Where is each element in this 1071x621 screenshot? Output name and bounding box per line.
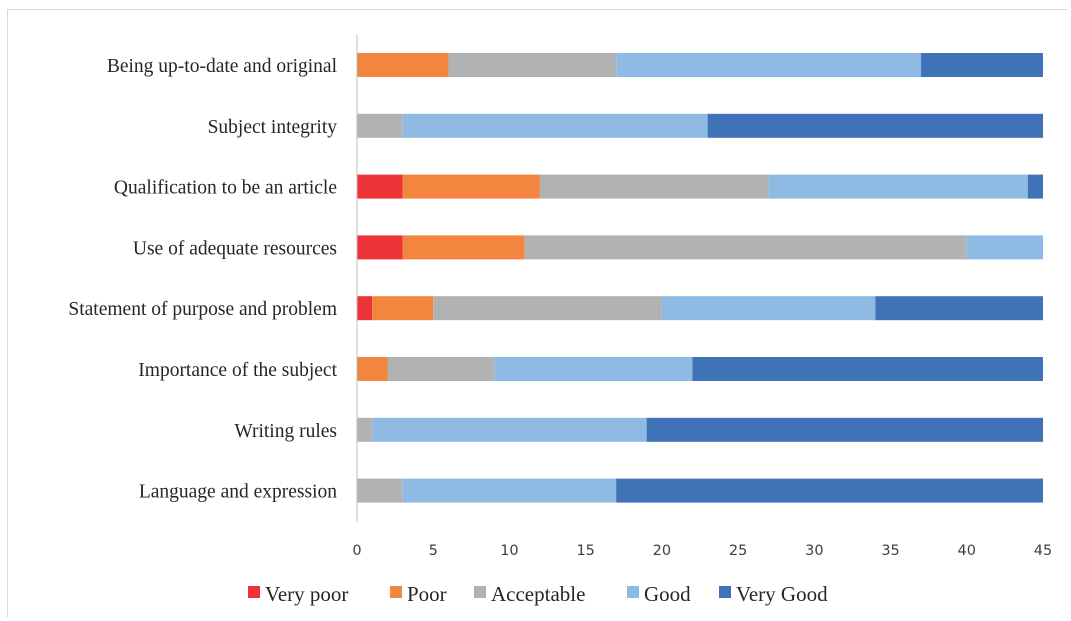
bar-importance-of-the-subject-acceptable xyxy=(387,357,495,381)
bar-qualification-to-be-an-article-very-good xyxy=(1027,174,1043,199)
legend-label-acceptable: Acceptable xyxy=(491,582,585,606)
bar-qualification-to-be-an-article-good xyxy=(768,174,1028,199)
bar-qualification-to-be-an-article-poor xyxy=(402,174,540,199)
category-label: Use of adequate resources xyxy=(133,238,337,259)
bar-writing-rules-good xyxy=(372,417,647,442)
bar-being-up-to-date-and-original-acceptable xyxy=(448,53,617,77)
bar-use-of-adequate-resources-good xyxy=(966,235,1043,260)
x-tick-label: 0 xyxy=(352,543,361,559)
bar-being-up-to-date-and-original-very-good xyxy=(921,53,1043,77)
bar-writing-rules-very-good xyxy=(646,417,1043,442)
category-label: Qualification to be an article xyxy=(114,178,337,199)
bar-statement-of-purpose-and-problem-acceptable xyxy=(433,296,662,321)
bar-statement-of-purpose-and-problem-good xyxy=(661,296,876,321)
x-tick-label: 45 xyxy=(1034,543,1052,559)
x-tick-label: 25 xyxy=(729,543,747,559)
bar-writing-rules-acceptable xyxy=(357,417,373,442)
category-label: Language and expression xyxy=(139,482,337,503)
category-label: Writing rules xyxy=(234,421,337,442)
bar-importance-of-the-subject-very-good xyxy=(692,357,1043,381)
category-label: Statement of purpose and problem xyxy=(68,299,337,320)
x-tick-labels: 0 5 10 15 20 25 30 35 40 45 xyxy=(352,543,1052,559)
legend-label-very-poor: Very poor xyxy=(265,582,348,606)
bar-qualification-to-be-an-article-very-poor xyxy=(357,174,403,199)
bar-language-and-expression-very-good xyxy=(616,478,1043,503)
bar-language-and-expression-good xyxy=(402,478,617,503)
legend-label-poor: Poor xyxy=(407,582,447,606)
x-tick-label: 10 xyxy=(500,543,518,559)
legend-swatch-acceptable xyxy=(474,586,486,598)
bar-subject-integrity-very-good xyxy=(707,113,1043,138)
bar-importance-of-the-subject-poor xyxy=(357,357,388,381)
bar-use-of-adequate-resources-very-poor xyxy=(357,235,403,260)
legend-swatch-good xyxy=(627,586,639,598)
bar-being-up-to-date-and-original-poor xyxy=(357,53,449,77)
bar-statement-of-purpose-and-problem-poor xyxy=(372,296,434,321)
bar-importance-of-the-subject-good xyxy=(494,357,693,381)
legend-label-good: Good xyxy=(644,582,691,606)
bar-subject-integrity-good xyxy=(402,113,708,138)
bars-layer xyxy=(357,53,1043,503)
chart-frame xyxy=(7,9,1067,617)
bar-use-of-adequate-resources-acceptable xyxy=(524,235,967,260)
bar-statement-of-purpose-and-problem-very-good xyxy=(875,296,1043,321)
legend-swatch-very-good xyxy=(719,586,731,598)
x-tick-label: 40 xyxy=(958,543,976,559)
bar-statement-of-purpose-and-problem-very-poor xyxy=(357,296,373,321)
bar-being-up-to-date-and-original-good xyxy=(616,53,922,77)
category-label: Importance of the subject xyxy=(138,360,337,381)
legend-swatch-poor xyxy=(390,586,402,598)
legend: Very poor Poor Acceptable Good Very Good xyxy=(248,582,828,606)
x-tick-label: 5 xyxy=(429,543,438,559)
x-tick-label: 20 xyxy=(653,543,671,559)
category-labels: Being up-to-date and original Subject int… xyxy=(68,56,337,503)
x-tick-label: 15 xyxy=(576,543,594,559)
legend-label-very-good: Very Good xyxy=(736,582,828,606)
bar-qualification-to-be-an-article-acceptable xyxy=(539,174,769,199)
bar-language-and-expression-acceptable xyxy=(357,478,403,503)
x-tick-label: 30 xyxy=(805,543,823,559)
bar-subject-integrity-acceptable xyxy=(357,113,403,138)
x-tick-label: 35 xyxy=(881,543,899,559)
category-label: Being up-to-date and original xyxy=(107,56,338,77)
category-label: Subject integrity xyxy=(208,117,338,138)
bar-use-of-adequate-resources-poor xyxy=(402,235,525,260)
legend-swatch-very-poor xyxy=(248,586,260,598)
